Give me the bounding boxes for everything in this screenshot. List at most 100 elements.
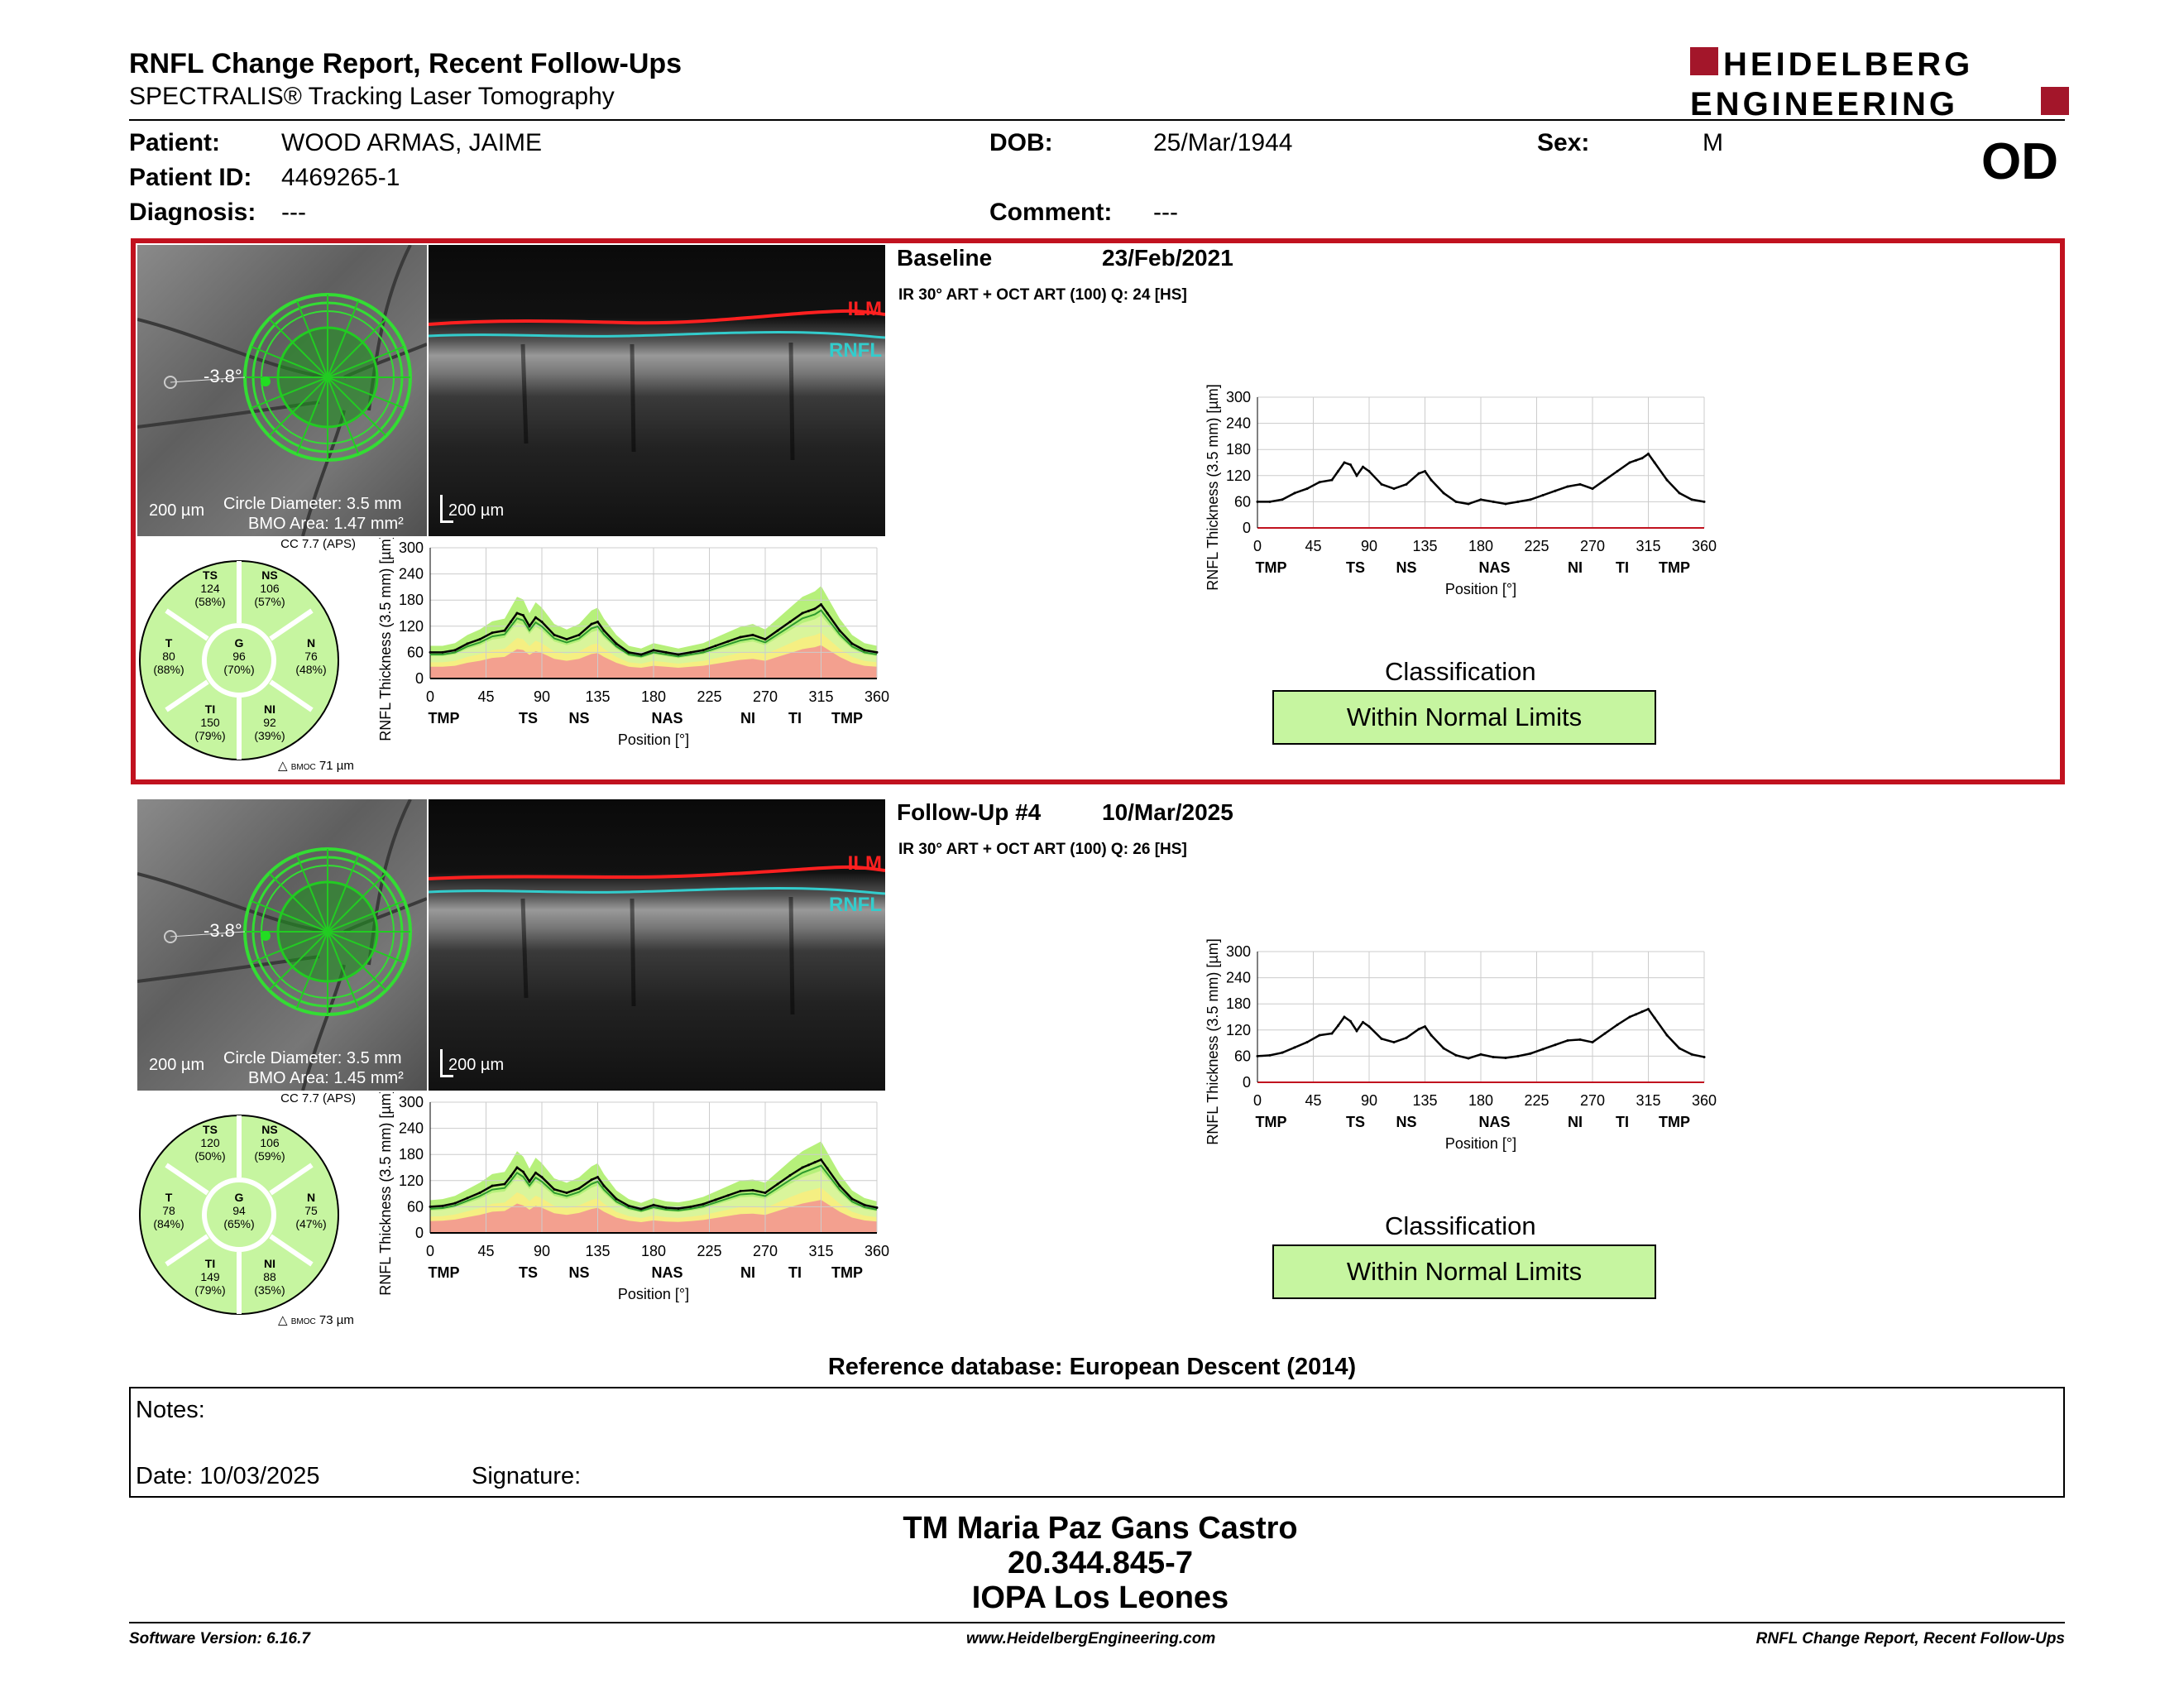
svg-text:TI: TI	[205, 703, 215, 716]
y-tick-label: 60	[1234, 1048, 1251, 1064]
data-point	[1343, 461, 1346, 464]
y-tick-label: 60	[407, 1198, 424, 1215]
notes-box: Notes: Date: 10/03/2025 Signature:	[129, 1387, 2065, 1498]
data-point	[764, 1192, 767, 1195]
x-tick-label: 270	[753, 688, 778, 705]
data-point	[850, 1197, 854, 1201]
svg-text:(70%): (70%)	[223, 663, 254, 676]
sector-label: NI	[1568, 1114, 1583, 1130]
website-link[interactable]: www.HeidelbergEngineering.com	[966, 1630, 1216, 1647]
normative-mean-line	[429, 1164, 878, 1212]
baseline-panel-frame	[131, 238, 2065, 784]
data-point	[863, 649, 866, 652]
svg-text:75: 75	[304, 1204, 318, 1217]
data-point	[1293, 1046, 1296, 1049]
x-tick-label: 90	[1361, 538, 1377, 554]
data-point	[1330, 478, 1334, 482]
data-point	[702, 649, 705, 652]
data-point	[1653, 461, 1656, 464]
x-tick-label: 0	[1253, 1092, 1262, 1109]
svg-text:ENGINEERING: ENGINEERING	[1690, 86, 1958, 120]
data-point	[1430, 478, 1433, 482]
svg-text:T: T	[165, 1191, 173, 1204]
data-point	[1330, 1032, 1334, 1035]
y-tick-label: 0	[1243, 520, 1251, 536]
svg-text:NI: NI	[264, 703, 275, 716]
followup-angle: -3.8°	[204, 920, 242, 941]
data-point	[1362, 465, 1364, 468]
data-point	[602, 1184, 606, 1187]
followup-classification-result: Within Normal Limits	[1272, 1244, 1656, 1299]
data-point	[726, 1194, 730, 1197]
x-tick-label: 360	[864, 688, 889, 705]
data-point	[441, 650, 444, 654]
data-point	[1640, 457, 1644, 460]
y-tick-label: 240	[399, 566, 424, 583]
svg-text:N: N	[307, 1191, 315, 1204]
followup-circle-diameter: Circle Diameter: 3.5 mm	[223, 1049, 402, 1067]
data-point	[875, 650, 879, 654]
data-point	[510, 1175, 512, 1178]
y-tick-label: 120	[399, 1172, 424, 1189]
svg-text:G: G	[235, 636, 244, 650]
sector-label: TMP	[1659, 1114, 1690, 1130]
data-point	[1665, 1033, 1669, 1037]
y-tick-label: 240	[1226, 415, 1251, 432]
baseline-scan-info: IR 30° ART + OCT ART (100) Q: 24 [HS]	[898, 286, 1187, 304]
data-point	[528, 1180, 531, 1183]
sector-label: NS	[568, 1264, 589, 1281]
data-point	[1516, 500, 1520, 503]
data-point	[1647, 452, 1650, 455]
svg-text:(58%): (58%)	[194, 595, 225, 608]
data-point	[466, 1196, 469, 1200]
y-tick-label: 240	[1226, 970, 1251, 986]
data-point	[838, 1184, 841, 1187]
x-tick-label: 315	[1636, 538, 1660, 554]
x-tick-label: 135	[1412, 538, 1437, 554]
data-point	[813, 607, 817, 611]
data-point	[1640, 1010, 1644, 1014]
x-tick-label: 0	[426, 1243, 434, 1259]
x-tick-label: 225	[697, 688, 721, 705]
data-point	[1467, 502, 1470, 506]
x-tick-label: 90	[534, 688, 550, 705]
data-point	[1628, 1015, 1631, 1019]
data-point	[1405, 482, 1408, 486]
data-point	[534, 1171, 537, 1174]
data-point	[627, 1204, 630, 1207]
data-point	[429, 1205, 432, 1208]
comment-value: ---	[1153, 199, 1178, 226]
sector-label: TS	[1346, 559, 1365, 576]
data-point	[1362, 1020, 1364, 1024]
data-point	[1442, 492, 1445, 495]
sector-label: TMP	[429, 1264, 460, 1281]
y-tick-label: 0	[415, 670, 424, 687]
svg-text:(88%): (88%)	[153, 663, 184, 676]
x-tick-label: 90	[534, 1243, 550, 1259]
data-point	[652, 649, 655, 652]
svg-text:(79%): (79%)	[194, 729, 225, 742]
data-point	[1380, 1037, 1383, 1040]
y-tick-label: 120	[1226, 1022, 1251, 1038]
data-point	[1678, 1047, 1681, 1050]
svg-text:92: 92	[263, 716, 276, 729]
data-point	[534, 616, 537, 619]
baseline-oct-scale: 200 µm	[448, 501, 505, 520]
baseline-circle-diameter: Circle Diameter: 3.5 mm	[223, 495, 402, 513]
data-point	[1529, 498, 1532, 501]
data-point	[838, 629, 841, 632]
x-tick-label: 180	[641, 1243, 666, 1259]
data-point	[1281, 498, 1284, 501]
y-tick-label: 300	[399, 1094, 424, 1110]
data-point	[478, 638, 481, 641]
followup-scan-info: IR 30° ART + OCT ART (100) Q: 26 [HS]	[898, 841, 1187, 858]
data-point	[1578, 1038, 1582, 1041]
x-axis-title: Position [°]	[618, 1286, 689, 1302]
svg-text:TS: TS	[203, 1123, 218, 1136]
x-tick-label: 135	[585, 1243, 610, 1259]
data-point	[515, 1166, 519, 1169]
data-point	[739, 635, 742, 639]
sex-value: M	[1703, 129, 1723, 156]
data-point	[1318, 1033, 1321, 1037]
signoff-id: 20.344.845-7	[1008, 1546, 1193, 1580]
